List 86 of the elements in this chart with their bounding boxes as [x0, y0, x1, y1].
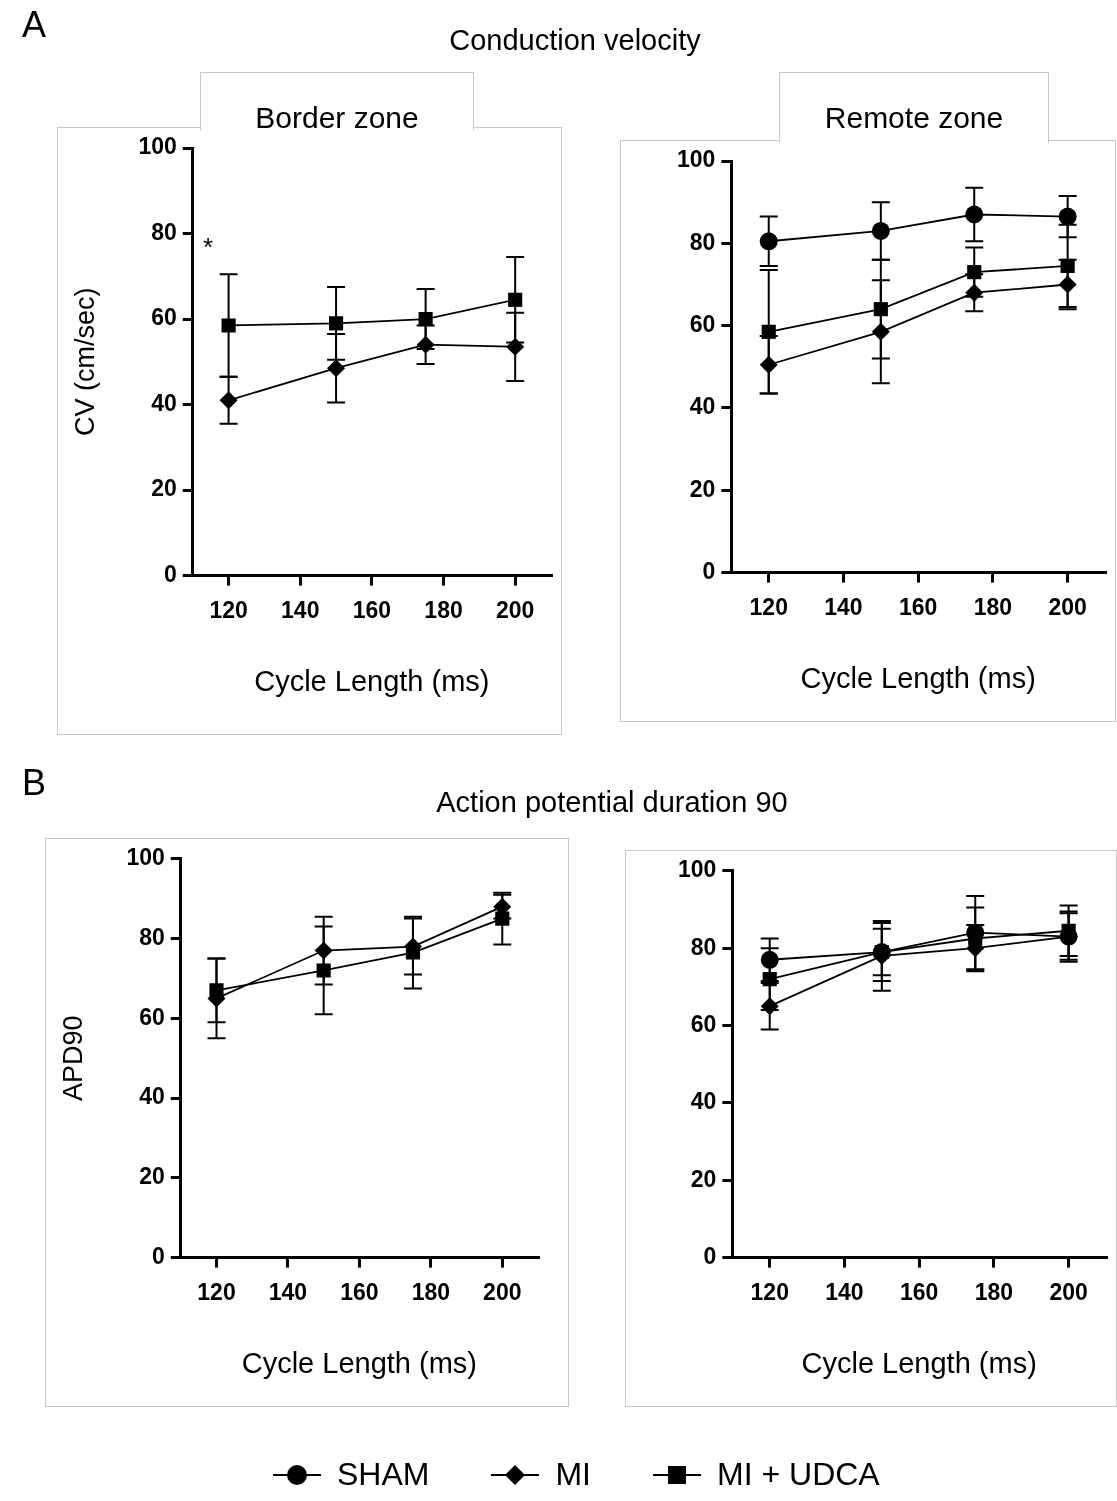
x-tick-label: 140: [281, 596, 320, 623]
chart-title: Border zone: [254, 100, 420, 134]
legend-label: SHAM: [337, 1456, 430, 1493]
x-tick-label: 160: [352, 596, 392, 623]
point: [508, 292, 523, 307]
x-tick-label: 200: [483, 1278, 522, 1305]
legend-label: MI + UDCA: [717, 1456, 880, 1493]
y-tick-label: 20: [689, 475, 716, 502]
point: [967, 265, 982, 280]
y-tick-label: 40: [139, 1083, 165, 1110]
point: [219, 391, 238, 410]
point: [760, 997, 779, 1016]
x-tick-label: 120: [749, 593, 788, 620]
point: [418, 311, 433, 327]
point: [965, 283, 984, 302]
point: [328, 316, 344, 331]
y-tick-label: 100: [678, 856, 717, 883]
point: [221, 318, 236, 333]
y-tick-label: 80: [139, 923, 165, 950]
x-tick-label: 200: [495, 596, 535, 623]
y-tick-label: 80: [689, 228, 716, 255]
x-axis-title: Cycle Length (ms): [254, 664, 490, 697]
point: [1060, 258, 1075, 274]
point: [759, 355, 778, 374]
x-tick-label: 200: [1049, 1278, 1088, 1305]
x-axis-title: Cycle Length (ms): [801, 1346, 1037, 1379]
chart-title: Remote zone: [779, 72, 1049, 143]
point: [1058, 207, 1077, 226]
y-axis-title: CV (cm/sec): [69, 287, 100, 437]
y-tick-label: 60: [690, 1010, 717, 1037]
point: [759, 232, 778, 251]
point: [506, 337, 525, 356]
y-tick-label: 100: [126, 844, 165, 871]
x-tick-label: 160: [340, 1278, 379, 1305]
y-tick-label: 0: [151, 1242, 165, 1269]
y-tick-label: 100: [677, 146, 716, 173]
point: [873, 302, 888, 317]
x-tick-label: 160: [899, 593, 938, 620]
x-tick-label: 140: [268, 1278, 308, 1305]
point: [327, 359, 346, 378]
x-tick-label: 200: [1048, 593, 1087, 620]
x-tick-label: 140: [824, 593, 863, 620]
point: [871, 322, 890, 341]
point: [761, 324, 776, 339]
point: [416, 335, 435, 354]
point: [871, 221, 890, 240]
y-tick-label: 20: [139, 1163, 165, 1190]
y-tick-label: 60: [151, 304, 177, 331]
text: B: [22, 762, 47, 804]
x-tick-label: 140: [825, 1278, 864, 1305]
x-tick-label: 120: [750, 1278, 789, 1305]
point: [762, 972, 777, 987]
y-tick-label: 40: [689, 393, 716, 420]
x-axis-title: Cycle Length (ms): [800, 661, 1036, 694]
x-tick-label: 120: [209, 596, 248, 623]
y-tick-label: 80: [151, 218, 177, 245]
y-tick-label: 100: [138, 133, 177, 160]
y-tick-label: 80: [690, 933, 717, 960]
annotation: *: [203, 232, 214, 262]
point: [1058, 275, 1077, 294]
point: [314, 941, 333, 960]
y-tick-label: 0: [702, 557, 716, 584]
text: A: [22, 4, 47, 46]
y-tick-label: 20: [690, 1165, 717, 1192]
x-tick-label: 160: [900, 1278, 939, 1305]
y-tick-label: 0: [703, 1242, 717, 1269]
x-tick-label: 180: [424, 596, 463, 623]
y-tick-label: 20: [151, 475, 177, 502]
point: [965, 205, 984, 224]
x-tick-label: 180: [974, 1278, 1014, 1305]
x-tick-label: 180: [973, 593, 1013, 620]
y-tick-label: 60: [689, 310, 716, 337]
text: Action potential duration 90: [436, 786, 788, 819]
legend-label: MI: [555, 1456, 591, 1493]
y-tick-label: 60: [139, 1003, 165, 1030]
y-tick-label: 0: [163, 560, 177, 587]
text: Conduction velocity: [449, 24, 701, 57]
point: [495, 911, 510, 926]
x-tick-label: 120: [197, 1278, 236, 1305]
x-tick-label: 180: [411, 1278, 451, 1305]
y-tick-label: 40: [690, 1088, 717, 1115]
x-axis-title: Cycle Length (ms): [241, 1346, 478, 1379]
point: [316, 963, 331, 978]
point: [760, 950, 779, 969]
y-axis-title: APD90: [57, 1015, 88, 1101]
y-tick-label: 40: [151, 389, 177, 416]
